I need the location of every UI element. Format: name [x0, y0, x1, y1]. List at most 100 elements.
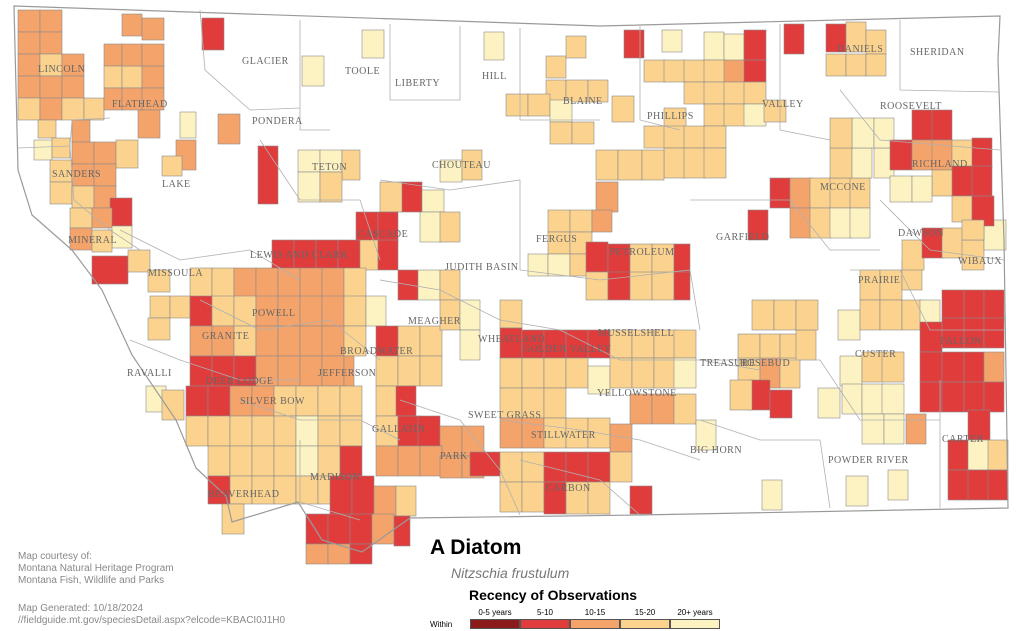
county-label-garfield: GARFIELD [716, 232, 769, 243]
observation-cell [571, 121, 595, 145]
observation-cell [963, 381, 985, 413]
county-label-phillips: PHILLIPS [647, 111, 694, 122]
observation-cell [941, 381, 965, 413]
county-label-judith-basin: JUDITH BASIN [445, 262, 519, 273]
observation-cell [623, 29, 645, 59]
observation-cell [109, 197, 133, 227]
county-label-lincoln: LINCOLN [38, 64, 85, 75]
map-generated-date: Map Generated: 10/18/2024 [18, 603, 144, 614]
observation-cell [673, 271, 691, 301]
observation-cell [419, 355, 443, 387]
scientific-name: Nitzschia frustulum [451, 565, 570, 581]
observation-cell [251, 415, 275, 447]
observation-cell [695, 419, 717, 451]
observation-cell [653, 357, 677, 389]
observation-cell [397, 445, 421, 477]
observation-cell [339, 415, 363, 447]
observation-cell [377, 239, 399, 271]
observation-cell [987, 469, 1009, 501]
county-label-rosebud: ROSEBUD [740, 358, 790, 369]
observation-cell [17, 53, 41, 77]
observation-cell [919, 321, 943, 353]
observation-cell [459, 299, 481, 331]
observation-cell [521, 451, 545, 483]
observation-cell [297, 171, 321, 203]
observation-cell [795, 299, 819, 331]
county-label-granite: GRANITE [202, 331, 249, 342]
county-label-golden-valley: GOLDEN VALLEY [523, 344, 612, 355]
observation-cell [121, 65, 143, 89]
observation-cell [703, 125, 727, 149]
observation-cell [373, 485, 397, 517]
observation-cell [987, 439, 1009, 471]
observation-cell [889, 139, 913, 171]
observation-cell [39, 31, 63, 55]
county-label-park: PARK [440, 451, 468, 462]
county-label-dawson: DAWSON [898, 228, 944, 239]
observation-cell [967, 469, 991, 501]
observation-cell [941, 289, 965, 321]
legend-swatch-20-plus [670, 619, 720, 629]
county-label-treasure: TREASURE [700, 358, 756, 369]
observation-cell [371, 513, 395, 545]
county-label-ravalli: RAVALLI [127, 368, 172, 379]
observation-cell [743, 59, 767, 83]
observation-cell [587, 79, 609, 103]
observation-cell [255, 325, 279, 357]
county-label-hill: HILL [482, 71, 507, 82]
observation-cell [569, 209, 593, 233]
observation-cell [983, 351, 1005, 383]
observation-cell [273, 415, 297, 447]
observation-cell [299, 267, 323, 299]
observation-cell [651, 271, 675, 301]
observation-cell [161, 155, 183, 177]
legend-label-15-20: 15-20 [634, 608, 656, 617]
observation-cell [761, 479, 783, 511]
observation-cell [963, 289, 985, 321]
observation-cell [83, 97, 105, 121]
observation-cell [983, 317, 1005, 349]
county-label-carbon: CARBON [546, 483, 591, 494]
observation-cell [419, 445, 443, 477]
observation-cell [33, 139, 53, 161]
observation-cell [809, 207, 833, 239]
county-label-powder-river: POWDER RIVER [828, 455, 909, 466]
observation-cell [595, 149, 619, 181]
observation-cell [829, 117, 853, 149]
observation-cell [17, 97, 41, 121]
observation-cell [127, 249, 151, 273]
county-label-sanders: SANDERS [52, 169, 101, 180]
observation-cell [861, 383, 885, 415]
observation-cells [17, 9, 1009, 565]
observation-cell [207, 415, 231, 447]
observation-cell [299, 325, 323, 357]
observation-cell [763, 99, 787, 123]
observation-cell [751, 299, 775, 331]
observation-cell [919, 351, 943, 383]
observation-cell [845, 53, 867, 77]
observation-cell [277, 267, 301, 299]
observation-cell [233, 267, 257, 299]
observation-cell [69, 207, 93, 229]
county-label-roosevelt: ROOSEVELT [880, 101, 942, 112]
county-label-silver-bow: SILVER BOW [240, 396, 305, 407]
observation-cell [591, 209, 613, 233]
observation-cell [703, 103, 727, 127]
county-label-stillwater: STILLWATER [531, 430, 596, 441]
county-label-prairie: PRAIRIE [858, 275, 900, 286]
observation-cell [817, 387, 841, 419]
observation-cell [375, 385, 399, 417]
legend-label-5-10: 5-10 [536, 608, 553, 617]
observation-cell [137, 109, 161, 139]
observation-cell [39, 75, 63, 99]
observation-cell [773, 299, 797, 331]
observation-cell [547, 209, 571, 233]
county-label-powell: POWELL [252, 308, 296, 319]
county-boundaries [17, 9, 1005, 521]
observation-cell [795, 329, 817, 361]
county-label-valley: VALLEY [762, 99, 804, 110]
observation-cell [743, 29, 767, 61]
observation-cell [51, 137, 71, 159]
observation-cell [845, 475, 869, 507]
observation-cell [395, 485, 417, 517]
